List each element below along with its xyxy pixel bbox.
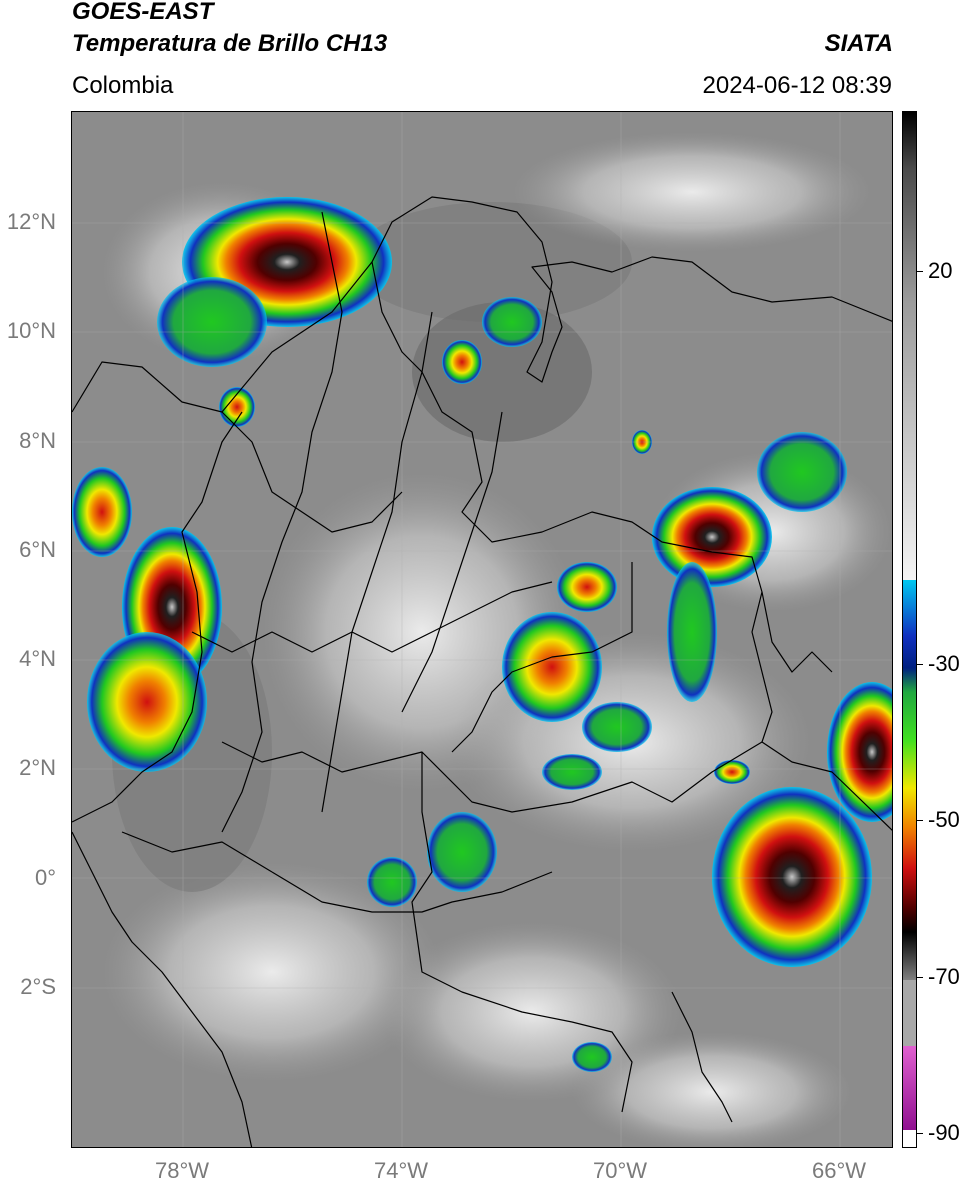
region-label: Colombia xyxy=(72,72,174,99)
colorbar-label-minus70: -70 xyxy=(928,964,960,989)
colorbar xyxy=(902,111,917,1148)
lat-label-6n: 6°N xyxy=(19,537,56,562)
colorbar-label-minus90: -90 xyxy=(928,1120,960,1145)
colorbar-tick xyxy=(917,977,923,978)
lon-label-70w: 70°W xyxy=(592,1158,648,1183)
datetime-label: 2024-06-12 08:39 xyxy=(702,72,893,99)
lat-label-12n: 12°N xyxy=(6,209,56,234)
organization-label: SIATA xyxy=(824,30,893,57)
colorbar-tick xyxy=(917,1133,923,1134)
lat-label-2s: 2°S xyxy=(20,974,56,999)
lat-label-4n: 4°N xyxy=(19,646,56,671)
colorbar-tick xyxy=(917,820,923,821)
title-line-1: GOES-EAST xyxy=(72,0,214,25)
colorbar-tick xyxy=(917,664,923,665)
colorbar-label-minus50: -50 xyxy=(928,807,960,832)
lat-label-10n: 10°N xyxy=(6,318,56,343)
lat-label-0: 0° xyxy=(34,865,56,890)
satellite-imagery xyxy=(72,112,892,1147)
title-line-2: Temperatura de Brillo CH13 xyxy=(72,30,388,57)
colorbar-label-20: 20 xyxy=(928,258,953,283)
lon-label-74w: 74°W xyxy=(373,1158,429,1183)
satellite-map xyxy=(71,111,893,1148)
colorbar-label-minus30: -30 xyxy=(928,651,960,676)
lon-label-66w: 66°W xyxy=(811,1158,867,1183)
lat-label-2n: 2°N xyxy=(19,755,56,780)
lat-label-8n: 8°N xyxy=(19,428,56,453)
colorbar-tick xyxy=(917,271,923,272)
lon-label-78w: 78°W xyxy=(154,1158,210,1183)
